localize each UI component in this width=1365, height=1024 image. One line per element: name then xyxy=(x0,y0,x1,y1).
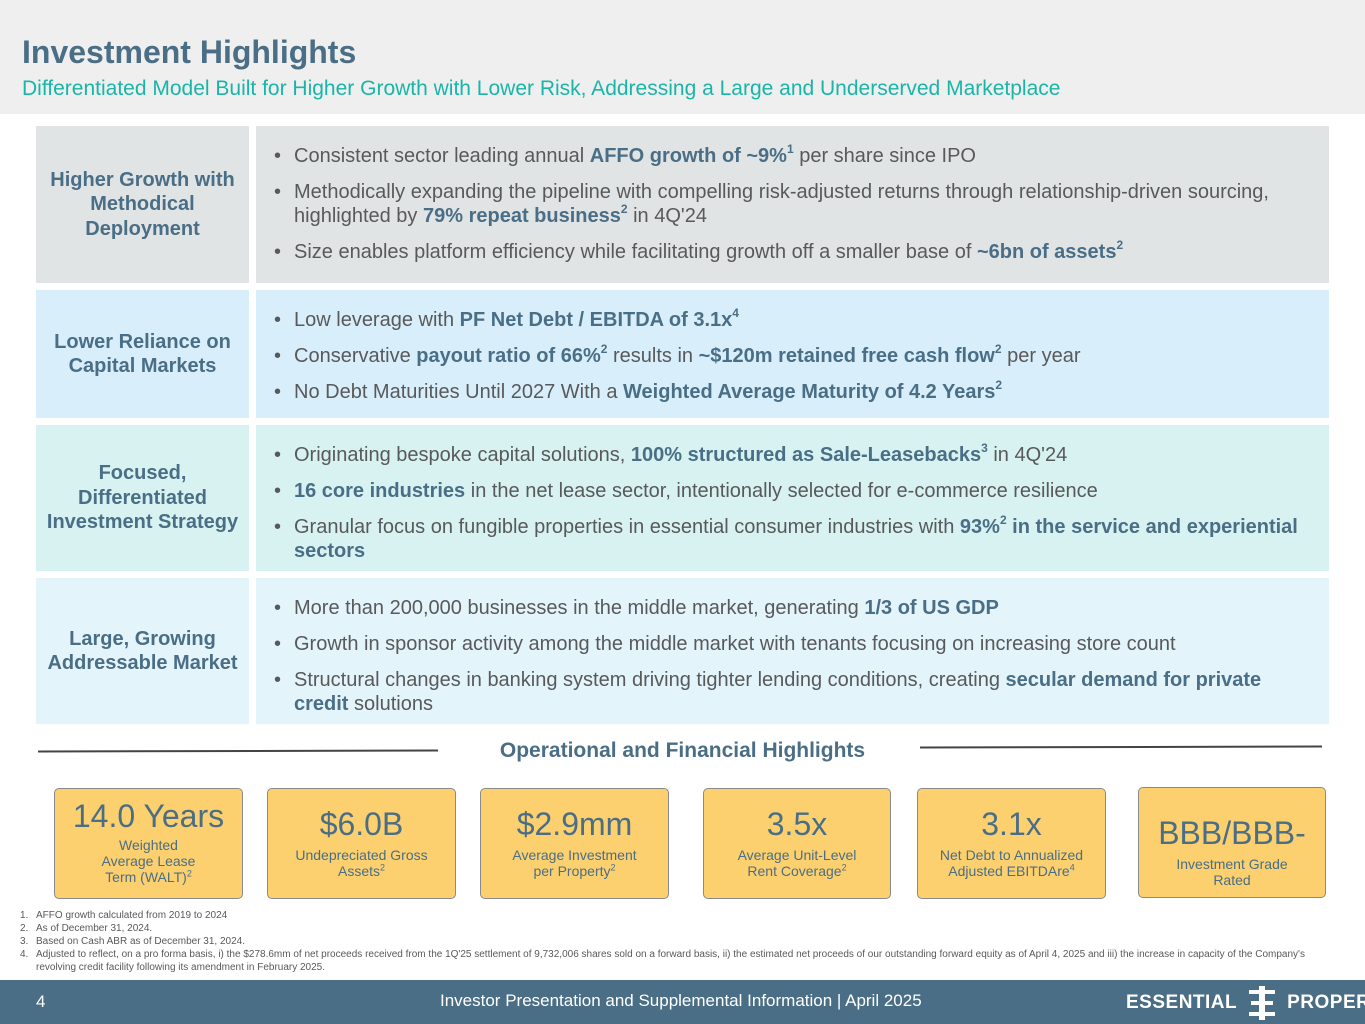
kpi-walt: 14.0 Years Weighted Average Lease Term (… xyxy=(54,788,243,899)
bullet-item: Granular focus on fungible properties in… xyxy=(274,514,1299,563)
logo-word-left: ESSENTIAL xyxy=(1126,992,1238,1013)
kpi-label: Average Unit-Level Rent Coverage2 xyxy=(737,847,857,879)
page-title: Investment Highlights xyxy=(22,34,357,70)
page-subtitle: Differentiated Model Built for Higher Gr… xyxy=(22,77,1061,100)
highlight-row: Focused, Differentiated Investment Strat… xyxy=(36,425,1329,571)
row-label: Higher Growth with Methodical Deployment xyxy=(36,126,249,283)
bullet-item: Size enables platform efficiency while f… xyxy=(274,239,1299,264)
header-band: Investment Highlights Differentiated Mod… xyxy=(0,0,1365,114)
row-label: Focused, Differentiated Investment Strat… xyxy=(36,425,249,571)
logo-word-right: PROPERTIES xyxy=(1287,992,1365,1013)
bullet-list: Consistent sector leading annual AFFO gr… xyxy=(274,143,1299,264)
row-body: Originating bespoke capital solutions, 1… xyxy=(256,425,1329,571)
kpi-value: $6.0B xyxy=(319,806,404,842)
highlight-row: Large, Growing Addressable Market More t… xyxy=(36,578,1329,724)
row-body: Low leverage with PF Net Debt / EBITDA o… xyxy=(256,290,1329,418)
kpi-label: Net Debt to Annualized Adjusted EBITDAre… xyxy=(939,847,1084,879)
highlights-table: Higher Growth with Methodical Deployment… xyxy=(36,126,1329,731)
highlight-row: Higher Growth with Methodical Deployment… xyxy=(36,126,1329,283)
kpi-value: 3.1x xyxy=(981,806,1042,842)
kpi-value: $2.9mm xyxy=(516,806,633,842)
ops-section-title: Operational and Financial Highlights xyxy=(499,739,866,762)
bullet-list: More than 200,000 businesses in the midd… xyxy=(274,596,1299,716)
kpi-rent-coverage: 3.5x Average Unit-Level Rent Coverage2 xyxy=(703,788,891,899)
kpi-label: Weighted Average Lease Term (WALT)2 xyxy=(101,837,196,885)
footnote: 3. Based on Cash ABR as of December 31, 2… xyxy=(20,936,246,947)
kpi-avg-investment: $2.9mm Average Investment per Property2 xyxy=(480,788,669,899)
row-body: More than 200,000 businesses in the midd… xyxy=(256,578,1329,724)
bullet-list: Low leverage with PF Net Debt / EBITDA o… xyxy=(274,307,1299,404)
kpi-credit-rating: BBB/BBB- Investment Grade Rated xyxy=(1138,787,1326,898)
bullet-item: Consistent sector leading annual AFFO gr… xyxy=(274,143,1299,168)
bullet-item: 16 core industries in the net lease sect… xyxy=(274,479,1299,503)
footnote: 4. Adjusted to reflect, on a pro forma ba… xyxy=(20,949,1305,973)
kpi-label: Average Investment per Property2 xyxy=(512,847,637,879)
footnotes: 1. AFFO growth calculated from 2019 to 20… xyxy=(20,909,1340,974)
kpi-label: Investment Grade Rated xyxy=(1176,856,1288,888)
kpi-value: BBB/BBB- xyxy=(1158,815,1306,851)
kpi-net-debt: 3.1x Net Debt to Annualized Adjusted EBI… xyxy=(917,788,1106,899)
company-logo: ESSENTIAL PROPERTIES xyxy=(1126,986,1365,1020)
kpi-gross-assets: $6.0B Undepreciated Gross Assets2 xyxy=(267,788,456,899)
footnote: 2. As of December 31, 2024. xyxy=(20,923,153,934)
bullet-item: Conservative payout ratio of 66%2 result… xyxy=(274,343,1299,368)
row-body: Consistent sector leading annual AFFO gr… xyxy=(256,126,1329,283)
bullet-item: More than 200,000 businesses in the midd… xyxy=(274,596,1299,620)
bullet-item: Structural changes in banking system dri… xyxy=(274,668,1299,716)
bullet-item: Growth in sponsor activity among the mid… xyxy=(274,632,1299,656)
bullet-item: Low leverage with PF Net Debt / EBITDA o… xyxy=(274,307,1299,332)
page-number: 4 xyxy=(36,992,46,1011)
row-label: Lower Reliance on Capital Markets xyxy=(36,290,249,418)
bullet-item: No Debt Maturities Until 2027 With a Wei… xyxy=(274,379,1299,404)
highlight-row: Lower Reliance on Capital Markets Low le… xyxy=(36,290,1329,418)
footer-bar: 4 Investor Presentation and Supplemental… xyxy=(0,980,1365,1024)
kpi-label: Undepreciated Gross Assets2 xyxy=(295,847,428,879)
footnote: 1. AFFO growth calculated from 2019 to 20… xyxy=(20,910,228,921)
bullet-item: Methodically expanding the pipeline with… xyxy=(274,180,1299,228)
kpi-value: 3.5x xyxy=(766,806,828,842)
bullet-item: Originating bespoke capital solutions, 1… xyxy=(274,442,1299,467)
logo-mark-icon xyxy=(1249,986,1276,1020)
footer-caption: Investor Presentation and Supplemental I… xyxy=(440,991,922,1010)
row-label: Large, Growing Addressable Market xyxy=(36,578,249,724)
kpi-value: 14.0 Years xyxy=(72,798,225,834)
bullet-list: Originating bespoke capital solutions, 1… xyxy=(274,442,1299,563)
